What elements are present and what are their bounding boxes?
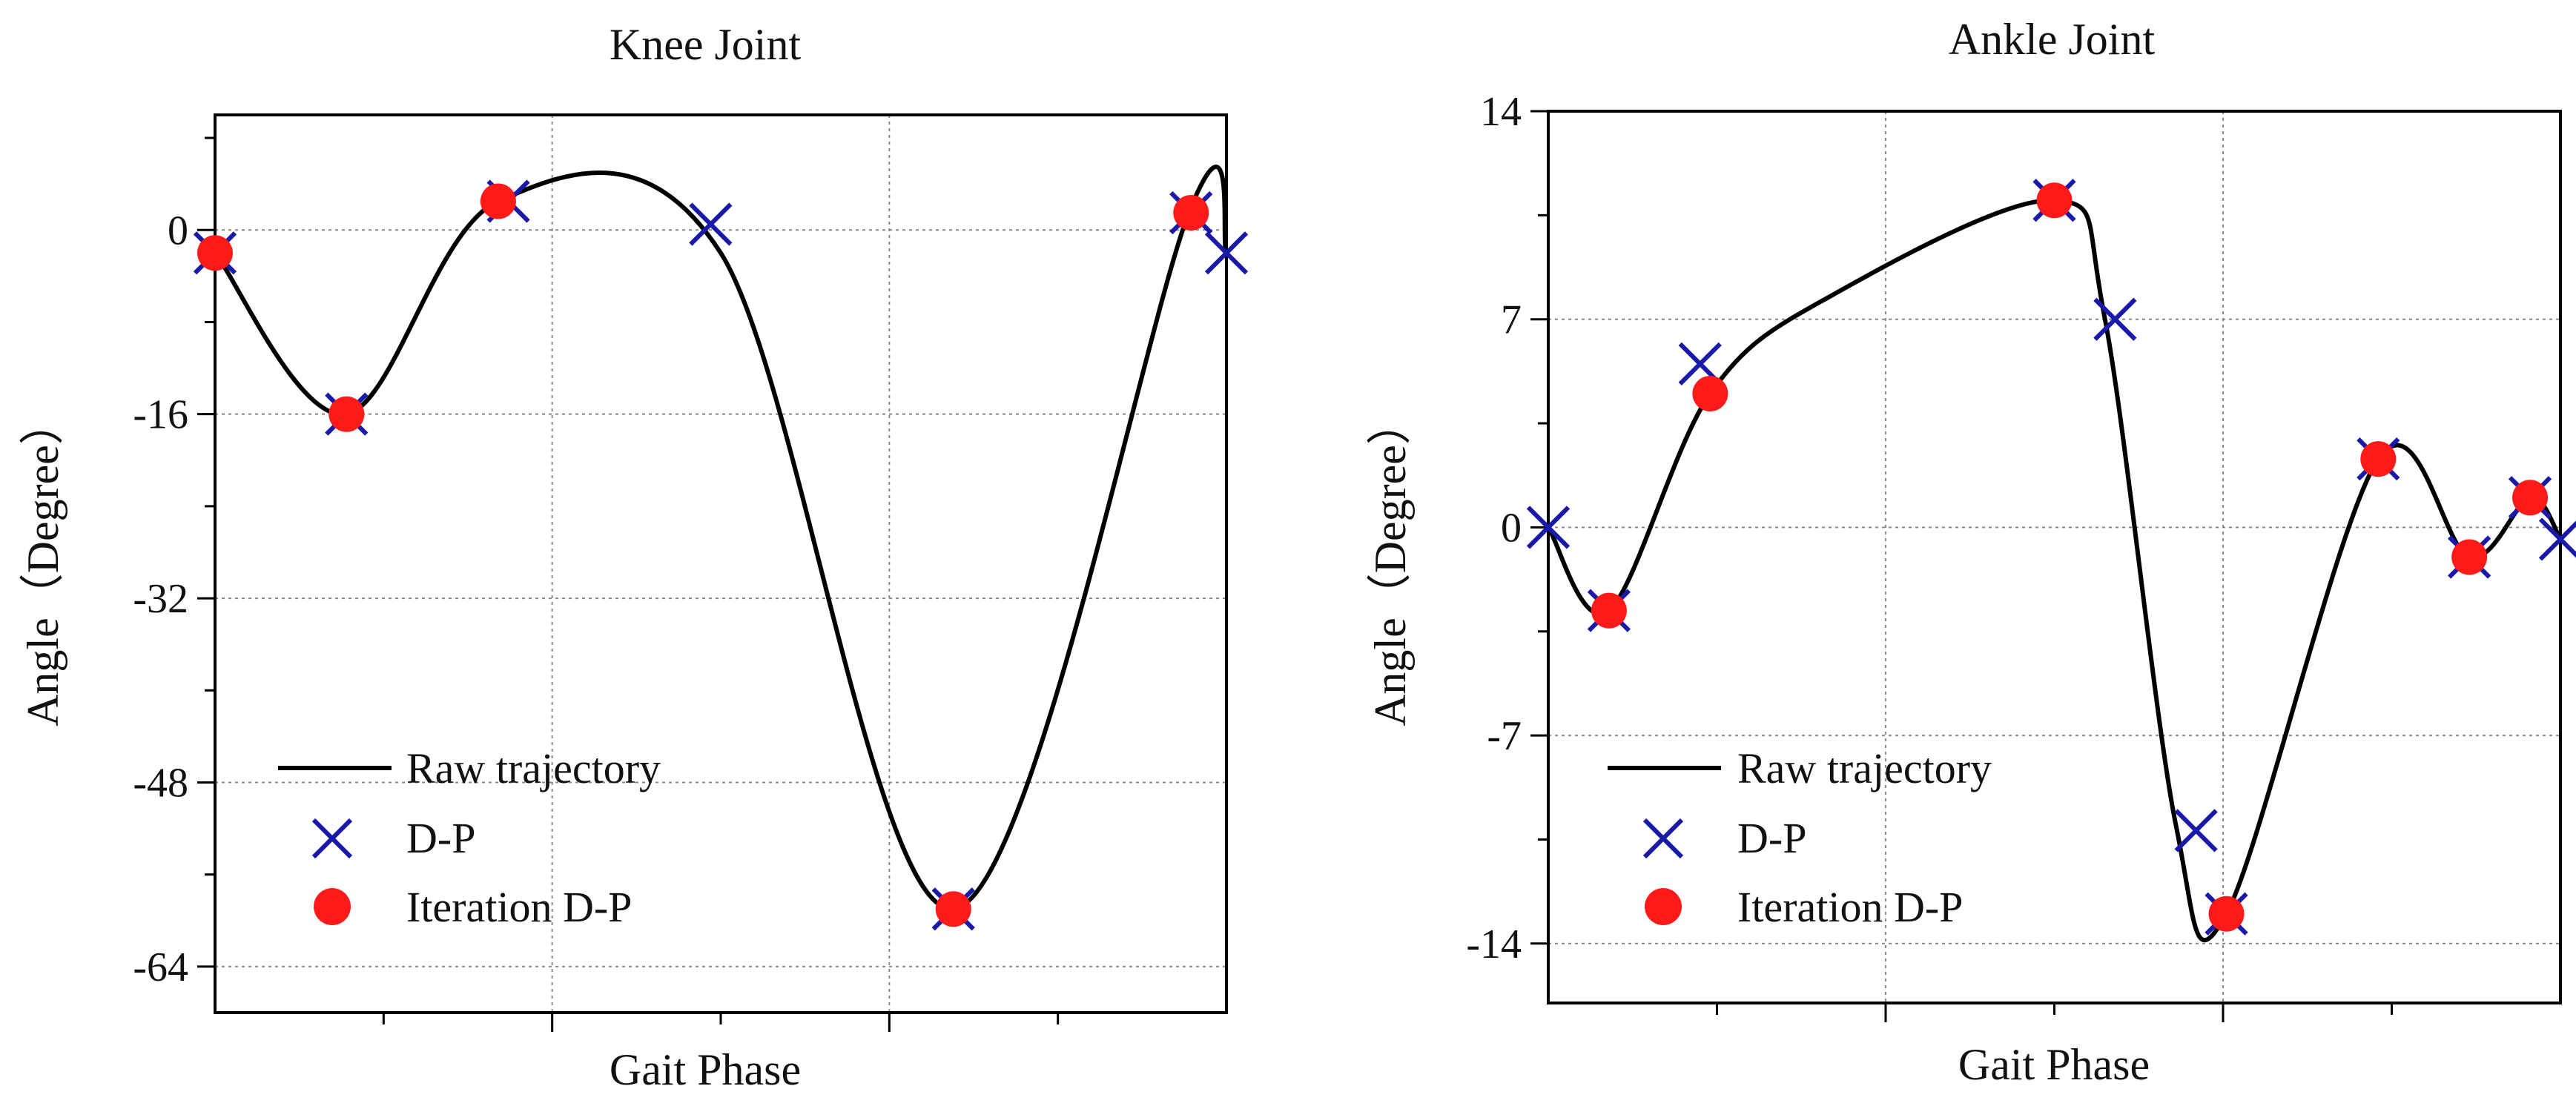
y-tick-label: -48 [133, 760, 188, 806]
raw-trajectory-line [213, 165, 1229, 912]
dp-marker [1204, 231, 1249, 275]
iteration-dp-marker [1692, 375, 1728, 411]
iteration-dp-markers [1591, 182, 2549, 932]
y-tick-label: 7 [1501, 297, 1522, 343]
y-tick-label: 0 [1501, 505, 1522, 551]
iteration-dp-marker [2360, 441, 2397, 477]
iteration-dp-marker [328, 396, 365, 432]
legend: Raw trajectory D-P Iteration D-P [1608, 744, 1992, 931]
plot-frame [1547, 110, 2562, 1004]
x-ticks [382, 1013, 1060, 1032]
dp-marker [2093, 297, 2137, 341]
dp-marker [1526, 506, 1571, 549]
x-axis-label: Gait Phase [1958, 1040, 2150, 1089]
y-ticks: 14 7 0 -7 -14 [1466, 89, 1548, 967]
y-ticks: 0 -16 -32 -48 -64 [133, 136, 215, 990]
legend-dp-swatch [311, 818, 353, 859]
iteration-dp-marker [2208, 896, 2245, 932]
y-tick-label: -7 [1487, 713, 1522, 759]
iteration-dp-marker [480, 183, 516, 219]
raw-trajectory-line [1546, 198, 2563, 943]
x-axis-label: Gait Phase [610, 1045, 801, 1094]
iteration-dp-marker [935, 891, 971, 927]
y-tick-label: -32 [133, 576, 188, 622]
dp-marker [2174, 809, 2218, 853]
legend-raw-label: Raw trajectory [406, 744, 661, 792]
ankle-joint-chart: Ankle Joint 14 7 0 -7 -14 Gait Phase Angle（D… [1366, 15, 2576, 1089]
y-tick-label: -64 [133, 944, 188, 990]
iteration-dp-markers [197, 183, 1209, 927]
dp-marker [689, 202, 733, 246]
legend: Raw trajectory D-P Iteration D-P [278, 744, 661, 931]
iteration-dp-marker [2451, 539, 2488, 575]
iteration-dp-marker [1173, 194, 1209, 231]
y-axis-label: Angle（Degree） [1366, 400, 1415, 726]
y-tick-label: 14 [1480, 89, 1522, 135]
legend-dp-label: D-P [406, 814, 475, 862]
y-axis-label: Angle（Degree） [19, 400, 67, 726]
legend-iteration-label: Iteration D-P [406, 883, 632, 931]
legend-dp-swatch [1642, 818, 1684, 859]
y-tick-label: 0 [168, 208, 188, 254]
legend-iteration-swatch [1645, 888, 1682, 925]
grid [1548, 110, 2560, 1003]
chart-title: Ankle Joint [1949, 15, 2156, 64]
x-ticks [1716, 1003, 2393, 1022]
dp-markers [193, 179, 1249, 931]
grid [215, 115, 1226, 1013]
iteration-dp-marker [2036, 182, 2073, 219]
chart-title: Knee Joint [610, 20, 802, 69]
y-tick-label: -16 [133, 392, 188, 438]
legend-iteration-swatch [314, 888, 351, 925]
knee-joint-chart: Knee Joint 0 -16 -32 -48 -64 Gait Phase Angl… [19, 20, 1249, 1094]
dp-marker [2538, 517, 2576, 561]
legend-dp-label: D-P [1737, 814, 1806, 862]
legend-iteration-label: Iteration D-P [1737, 883, 1963, 931]
legend-raw-label: Raw trajectory [1737, 744, 1992, 792]
iteration-dp-marker [2512, 480, 2549, 516]
y-tick-label: -14 [1466, 921, 1522, 967]
iteration-dp-marker [197, 235, 233, 271]
dp-markers [1526, 179, 2576, 936]
iteration-dp-marker [1591, 592, 1627, 629]
